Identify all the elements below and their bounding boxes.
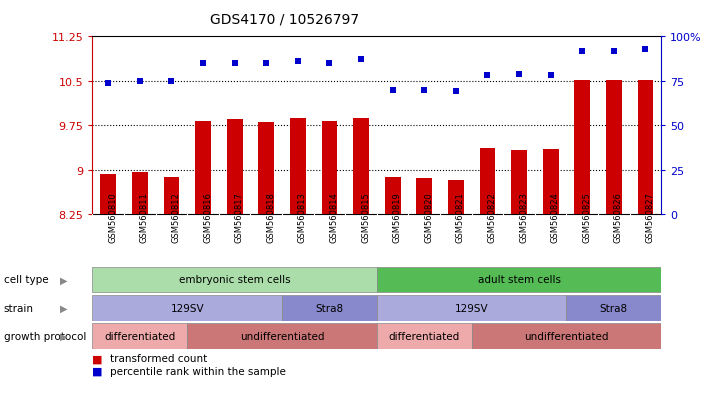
Text: 129SV: 129SV — [455, 303, 488, 313]
Point — [387, 87, 398, 94]
Text: GSM560820: GSM560820 — [424, 192, 433, 243]
Bar — [574, 81, 590, 215]
Bar — [100, 175, 116, 215]
Text: differentiated: differentiated — [105, 331, 176, 341]
Bar — [258, 122, 274, 215]
Bar — [385, 178, 400, 215]
Text: GSM560817: GSM560817 — [235, 192, 244, 243]
Point — [134, 78, 146, 85]
Point — [102, 80, 114, 87]
Text: GSM560822: GSM560822 — [488, 192, 496, 243]
Bar — [92, 323, 187, 349]
Text: ■: ■ — [92, 366, 103, 376]
Bar — [377, 267, 661, 293]
Point — [419, 87, 430, 94]
Text: ▶: ▶ — [60, 275, 68, 285]
Text: GSM560816: GSM560816 — [203, 192, 212, 243]
Bar — [606, 81, 621, 215]
Point — [450, 89, 461, 95]
Bar — [417, 179, 432, 215]
Text: growth protocol: growth protocol — [4, 331, 86, 341]
Text: ■: ■ — [92, 354, 103, 363]
Text: GSM560810: GSM560810 — [108, 192, 117, 243]
Point — [608, 48, 619, 55]
Point — [545, 73, 556, 80]
Bar — [195, 121, 211, 215]
Point — [513, 71, 525, 78]
Bar — [377, 323, 471, 349]
Text: GSM560811: GSM560811 — [140, 192, 149, 243]
Bar — [187, 323, 377, 349]
Text: adult stem cells: adult stem cells — [478, 275, 560, 285]
Point — [356, 57, 367, 64]
Text: ▶: ▶ — [60, 303, 68, 313]
Text: embryonic stem cells: embryonic stem cells — [179, 275, 290, 285]
Bar — [448, 181, 464, 215]
Text: Stra8: Stra8 — [316, 303, 343, 313]
Point — [640, 46, 651, 53]
Text: GSM560813: GSM560813 — [298, 192, 307, 243]
Bar — [542, 150, 559, 215]
Bar — [353, 119, 369, 215]
Bar — [511, 151, 527, 215]
Bar — [164, 178, 179, 215]
Text: Stra8: Stra8 — [600, 303, 628, 313]
Text: 129SV: 129SV — [171, 303, 204, 313]
Point — [482, 73, 493, 80]
Point — [577, 48, 588, 55]
Bar — [471, 323, 661, 349]
Point — [229, 61, 240, 67]
Text: ▶: ▶ — [60, 331, 68, 341]
Bar — [92, 267, 377, 293]
Bar — [479, 148, 496, 215]
Text: cell type: cell type — [4, 275, 48, 285]
Text: GDS4170 / 10526797: GDS4170 / 10526797 — [210, 12, 359, 26]
Bar — [638, 81, 653, 215]
Text: GSM560818: GSM560818 — [266, 192, 275, 243]
Point — [166, 78, 177, 85]
Bar — [92, 295, 282, 321]
Text: GSM560825: GSM560825 — [582, 192, 592, 243]
Bar — [227, 120, 242, 215]
Bar — [290, 119, 306, 215]
Bar — [282, 295, 377, 321]
Text: GSM560821: GSM560821 — [456, 192, 465, 243]
Text: GSM560826: GSM560826 — [614, 192, 623, 243]
Text: GSM560814: GSM560814 — [329, 192, 338, 243]
Text: percentile rank within the sample: percentile rank within the sample — [110, 366, 286, 376]
Text: GSM560824: GSM560824 — [550, 192, 560, 243]
Text: undifferentiated: undifferentiated — [240, 331, 324, 341]
Text: GSM560827: GSM560827 — [646, 192, 654, 243]
Bar — [132, 172, 148, 215]
Text: transformed count: transformed count — [110, 354, 208, 363]
Text: GSM560819: GSM560819 — [392, 192, 402, 243]
Point — [260, 61, 272, 67]
Bar — [567, 295, 661, 321]
Text: GSM560812: GSM560812 — [171, 192, 181, 243]
Bar — [321, 121, 337, 215]
Text: undifferentiated: undifferentiated — [524, 331, 609, 341]
Point — [292, 59, 304, 65]
Text: differentiated: differentiated — [389, 331, 460, 341]
Point — [198, 61, 209, 67]
Text: GSM560815: GSM560815 — [361, 192, 370, 243]
Text: GSM560823: GSM560823 — [519, 192, 528, 243]
Bar — [377, 295, 567, 321]
Point — [324, 61, 335, 67]
Text: strain: strain — [4, 303, 33, 313]
